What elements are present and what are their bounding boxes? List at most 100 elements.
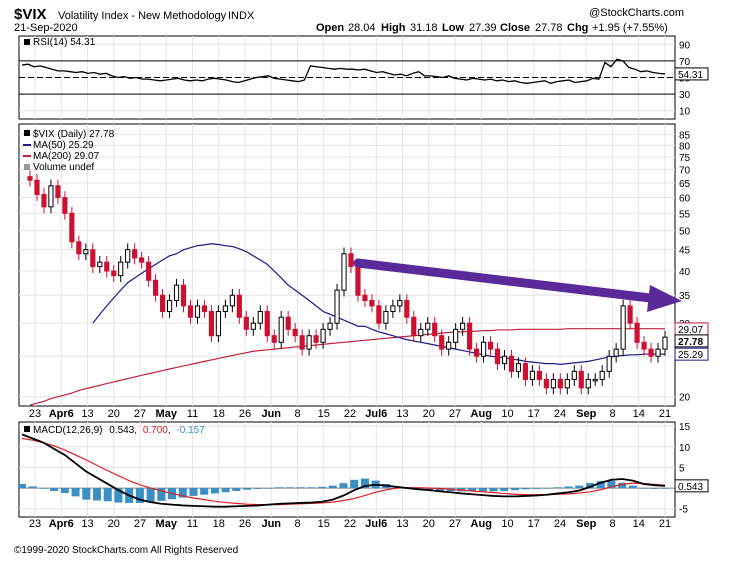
x-tick-label: 8 xyxy=(294,518,300,530)
macd-histogram xyxy=(17,478,670,503)
candle-body xyxy=(159,294,166,312)
candle-body xyxy=(522,363,529,380)
x-tick-label: 17 xyxy=(528,408,540,420)
axis-labels: 23 23 Apr6 Apr6 13 13 20 20 27 27 May May 11 11 18 18 26… xyxy=(29,40,691,530)
x-tick-label: Jun xyxy=(261,518,281,530)
candle-body xyxy=(243,316,249,330)
candle-body xyxy=(285,316,291,330)
ma50-value-box-frame xyxy=(674,347,709,361)
instrument-name: Volatility Index - New Methodology xyxy=(58,10,227,22)
macd-line xyxy=(21,433,666,508)
candle-body xyxy=(634,322,640,343)
rsi-value-box: 54.31 xyxy=(678,70,703,81)
x-tick-label: 26 xyxy=(239,518,251,530)
price-tick-label: 70 xyxy=(679,166,691,177)
candle-body xyxy=(390,305,396,312)
candle-body xyxy=(571,370,577,380)
price-tick-label: 55 xyxy=(679,209,691,220)
x-tick-label: 24 xyxy=(554,408,566,420)
candle-body xyxy=(648,348,654,357)
macd-hist-bar xyxy=(103,488,112,502)
candle-body xyxy=(194,305,201,318)
macd-hist-bar xyxy=(50,488,59,491)
candle-body xyxy=(299,335,305,350)
candle-body xyxy=(250,322,256,330)
macd-hist-bar xyxy=(60,488,69,494)
x-tick-label: 13 xyxy=(81,408,93,420)
candle-body xyxy=(341,253,347,291)
x-tick-label: 13 xyxy=(396,408,408,420)
svg-text:MACD(12,26,9) 0.543,: MACD(12,26,9) 0.543, 0.700, -0.157 xyxy=(33,425,205,436)
candle-body xyxy=(578,370,584,389)
candle-body xyxy=(257,310,263,324)
macd-hist-bar xyxy=(596,481,605,489)
candle-body xyxy=(480,341,487,357)
macd-hist-bar xyxy=(135,488,144,503)
candle-body xyxy=(83,249,89,255)
gridlines xyxy=(19,36,675,517)
candle-body xyxy=(187,305,194,318)
rsi-line xyxy=(21,58,666,84)
rsi-series xyxy=(21,58,666,84)
x-tick-label: 23 xyxy=(29,408,41,420)
close-label: Close xyxy=(500,22,530,34)
macd-hist-bar xyxy=(607,481,616,489)
rsi-tick-label: 10 xyxy=(679,107,691,118)
ma50-value-box: 25.29 xyxy=(678,350,703,361)
candle-body xyxy=(215,310,221,337)
x-tick-label: Sep xyxy=(576,408,596,420)
candle-body xyxy=(348,253,354,268)
macd-hist-bar xyxy=(468,488,477,492)
candle-body xyxy=(355,266,361,296)
high-label: High xyxy=(381,22,406,34)
legend-ma50: MA(50) 25.29 xyxy=(33,140,94,151)
candle-body xyxy=(641,341,647,350)
x-tick-label: 15 xyxy=(318,518,330,530)
candle-body xyxy=(48,185,54,208)
exchange-label: INDX xyxy=(228,10,255,22)
candle-body xyxy=(529,370,536,380)
candle-body xyxy=(313,335,319,343)
macd-hist-bar xyxy=(243,488,252,490)
price-tick-label: 45 xyxy=(679,246,691,257)
price-tick-label: 60 xyxy=(679,194,691,205)
x-tick-label: 8 xyxy=(609,408,615,420)
candle-body xyxy=(180,284,187,307)
chg-label: Chg xyxy=(567,22,588,34)
candle-body xyxy=(327,322,333,330)
high-value: 31.18 xyxy=(410,22,438,34)
macd-hist-bar xyxy=(71,488,80,497)
macd-hist-bar xyxy=(650,488,659,489)
macd-hist-bar xyxy=(328,485,337,489)
candle-body xyxy=(69,212,75,243)
macd-hist-bar xyxy=(339,483,348,489)
macd-hist-bar xyxy=(296,487,305,489)
candle-body xyxy=(397,299,403,307)
macd-hist-bar xyxy=(628,485,637,489)
rsi-legend: RSI(14) 54.31 xyxy=(24,37,96,48)
candle-body xyxy=(62,197,68,214)
price-tick-label: 35 xyxy=(679,291,691,302)
candle-body xyxy=(139,257,145,263)
candle-body xyxy=(292,328,298,337)
macd-hist-bar xyxy=(660,488,670,489)
x-tick-label: 14 xyxy=(633,518,645,530)
candle-body xyxy=(606,355,612,372)
candle-body xyxy=(132,249,138,259)
candle-body xyxy=(467,322,473,350)
candle-body xyxy=(76,241,82,255)
macd-hist-bar xyxy=(82,488,91,500)
macd-hist-bar xyxy=(478,488,487,492)
candle-body xyxy=(369,299,375,307)
x-tick-label: 8 xyxy=(609,518,615,530)
x-tick-label: 20 xyxy=(108,518,120,530)
trend-arrow xyxy=(353,258,682,312)
macd-hist-bar xyxy=(575,485,584,489)
macd-hist-bar xyxy=(639,488,648,489)
candle-body xyxy=(620,305,626,350)
open-value: 28.04 xyxy=(348,22,376,34)
macd-hist-bar xyxy=(307,487,316,489)
macd-series xyxy=(21,433,666,508)
x-tick-label: Aug xyxy=(471,408,492,420)
